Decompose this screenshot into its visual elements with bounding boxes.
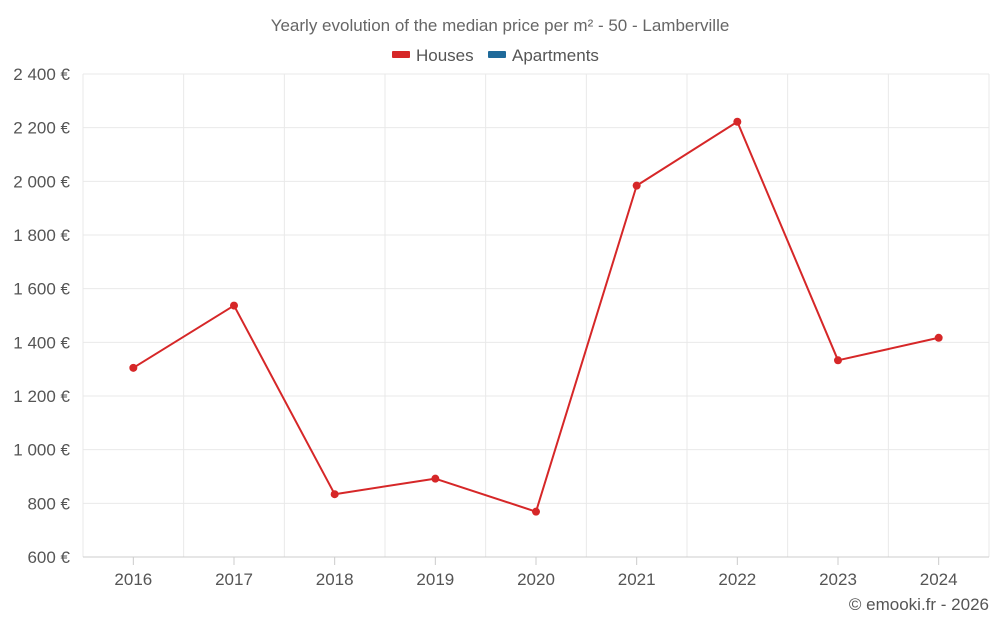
x-tick-label: 2022 <box>718 570 756 589</box>
y-tick-label: 1 000 € <box>13 441 70 460</box>
credit-text: © emooki.fr - 2026 <box>849 595 989 614</box>
data-point[interactable] <box>330 490 339 499</box>
legend-label-apartments: Apartments <box>512 46 599 65</box>
legend-label-houses: Houses <box>416 46 474 65</box>
data-point[interactable] <box>934 333 943 342</box>
y-tick-label: 1 200 € <box>13 387 70 406</box>
x-tick-label: 2018 <box>316 570 354 589</box>
x-tick-label: 2016 <box>114 570 152 589</box>
y-tick-label: 2 400 € <box>13 65 70 84</box>
legend: Houses Apartments <box>392 46 599 65</box>
data-point[interactable] <box>834 356 842 365</box>
series-houses <box>129 117 943 516</box>
legend-swatch-apartments <box>488 51 506 58</box>
legend-swatch-houses <box>392 51 410 58</box>
y-tick-label: 2 200 € <box>13 119 70 138</box>
legend-item-houses[interactable]: Houses <box>392 46 474 65</box>
data-point[interactable] <box>431 474 440 483</box>
y-tick-label: 1 400 € <box>13 333 70 352</box>
data-point[interactable] <box>532 507 540 516</box>
chart-title: Yearly evolution of the median price per… <box>271 16 730 35</box>
x-tick-label: 2020 <box>517 570 555 589</box>
x-tick-label: 2021 <box>618 570 656 589</box>
y-tick-label: 600 € <box>27 548 70 567</box>
x-tick-label: 2017 <box>215 570 253 589</box>
legend-item-apartments[interactable]: Apartments <box>488 46 599 65</box>
data-point[interactable] <box>632 181 641 190</box>
x-tick-label: 2024 <box>920 570 958 589</box>
grid <box>82 73 990 557</box>
data-point[interactable] <box>129 363 138 372</box>
x-tick-label: 2019 <box>416 570 454 589</box>
y-tick-label: 800 € <box>27 494 70 513</box>
y-tick-label: 1 600 € <box>13 280 70 299</box>
axes: 600 € 800 € 1 000 € 1 200 € 1 400 € 1 600 € 1 … <box>13 65 989 589</box>
x-tick-label: 2023 <box>819 570 857 589</box>
data-point[interactable] <box>733 117 742 126</box>
data-point[interactable] <box>230 301 238 310</box>
y-tick-label: 2 000 € <box>13 172 70 191</box>
series-line-houses <box>132 120 939 513</box>
y-tick-label: 1 800 € <box>13 226 70 245</box>
